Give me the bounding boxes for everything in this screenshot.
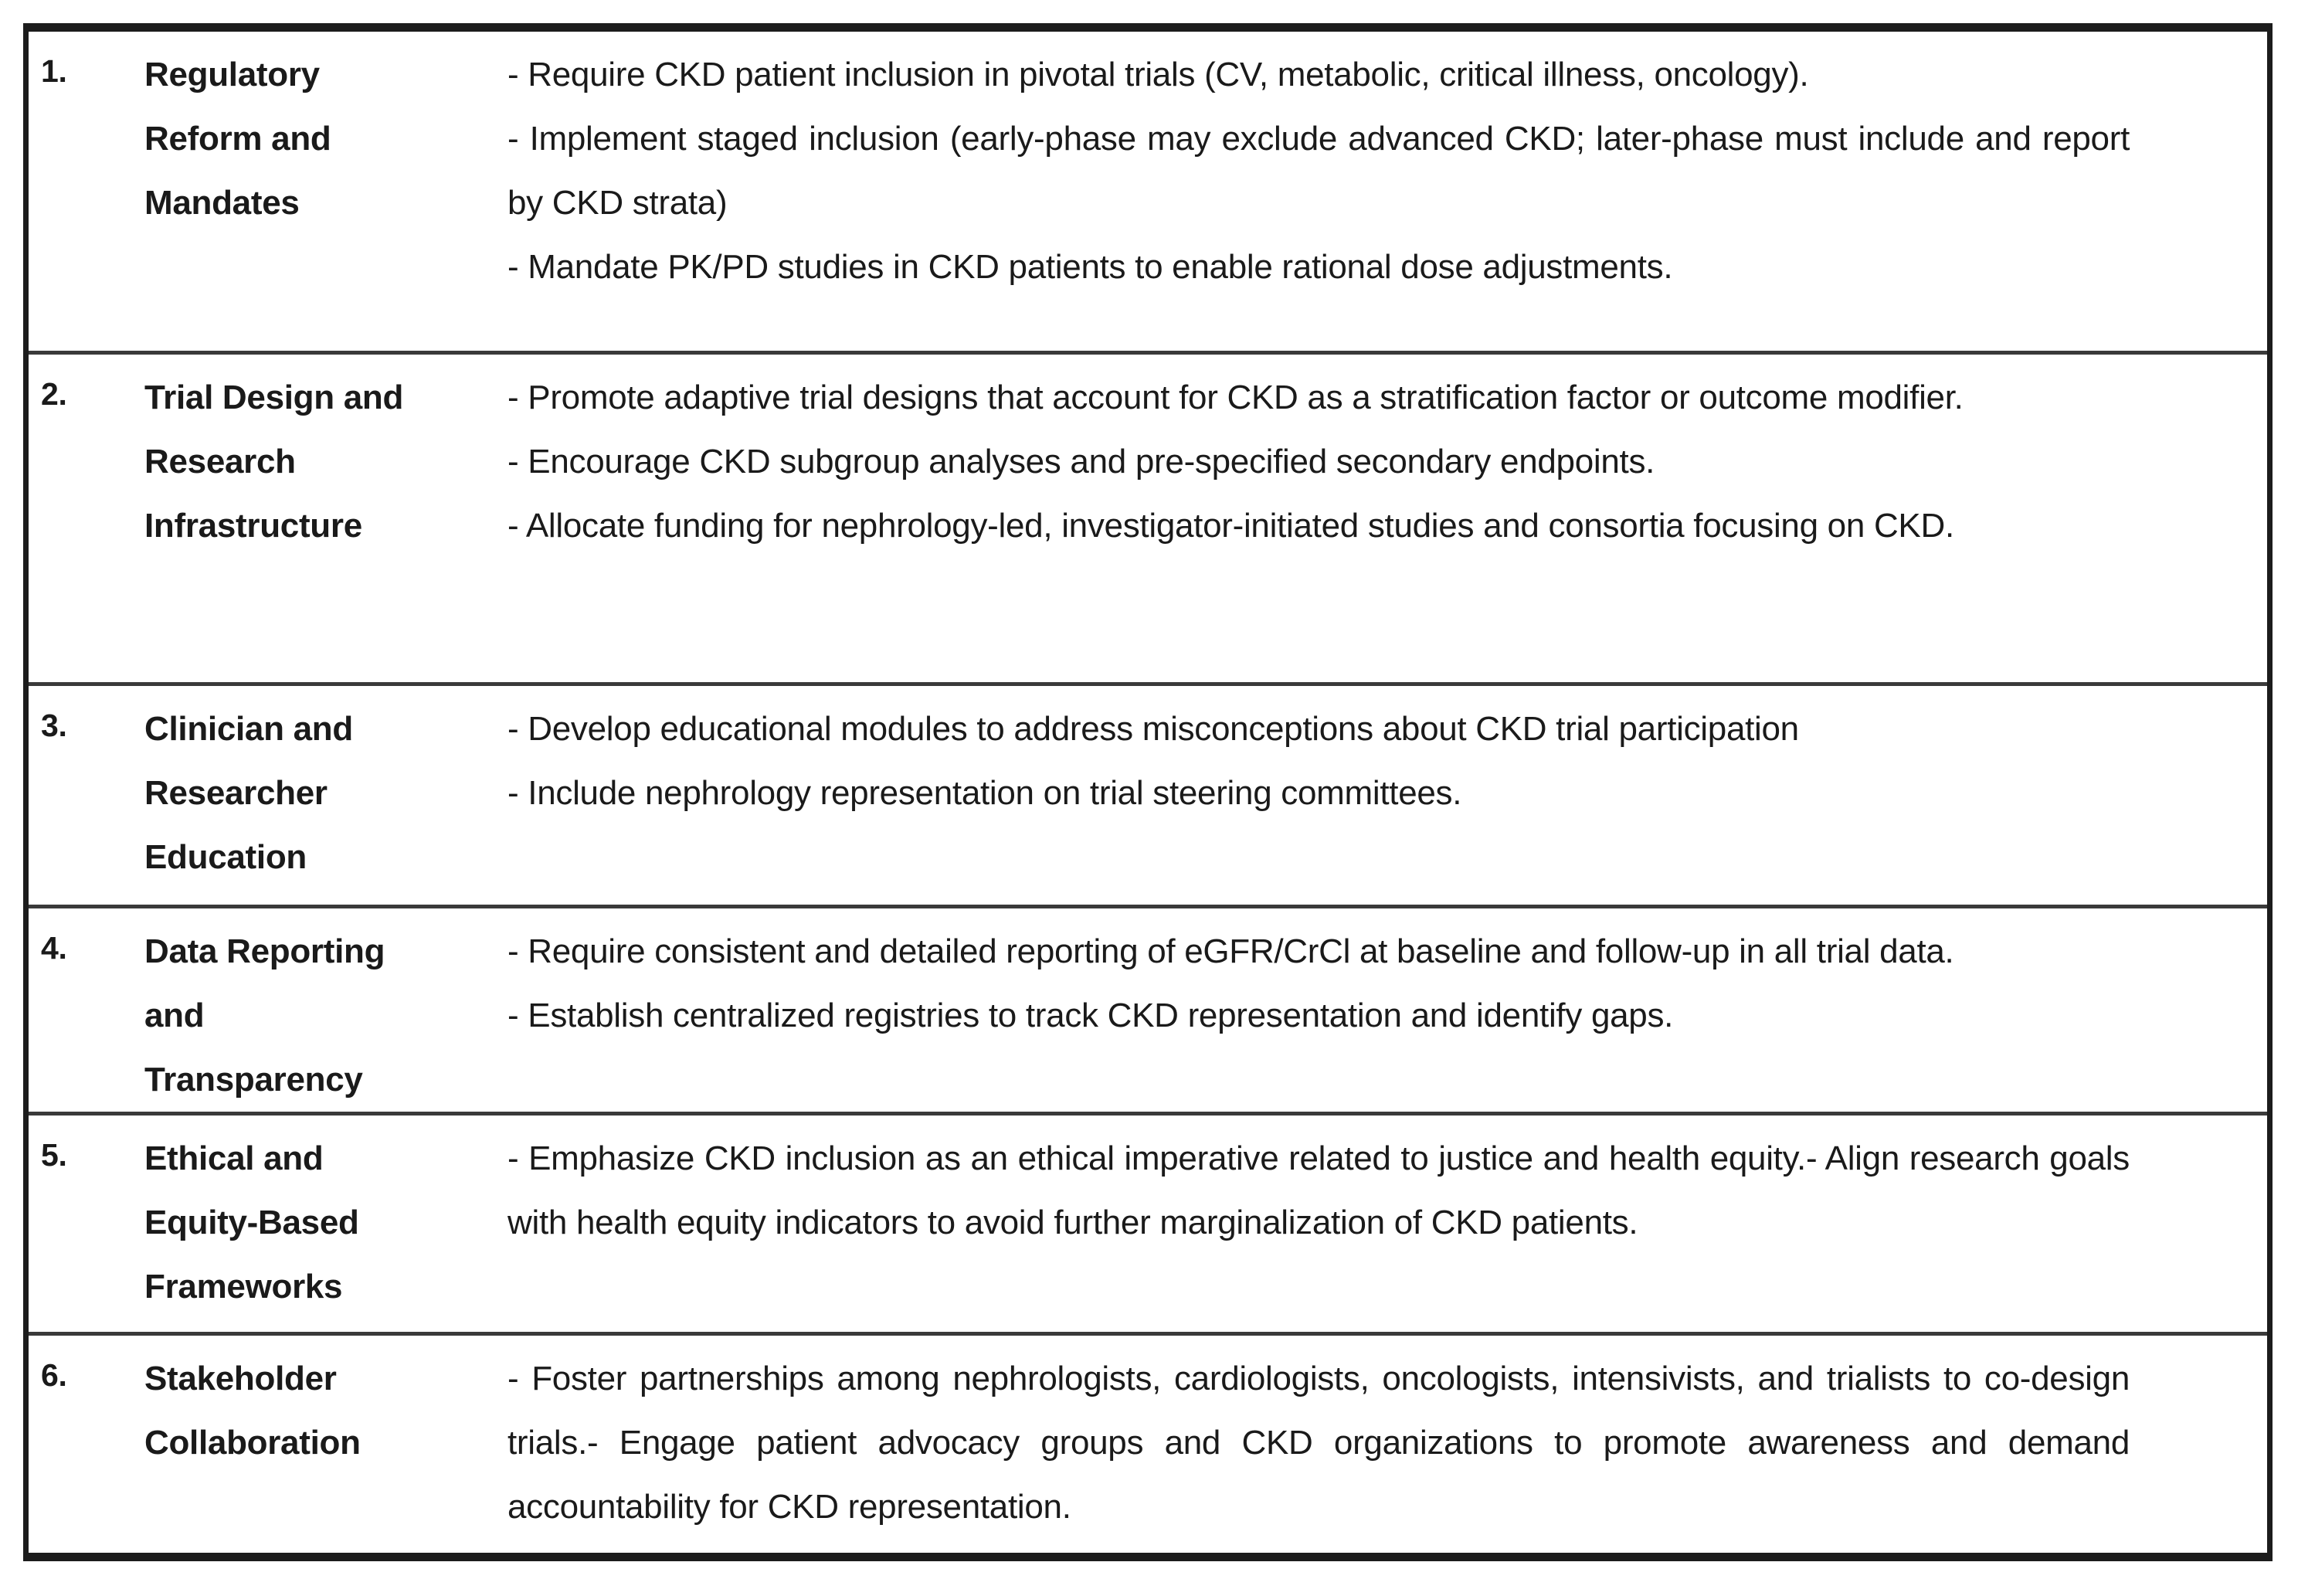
row-number: 2. (41, 376, 67, 412)
item-text: - Develop educational modules to address… (507, 710, 1799, 748)
item-text: - Encourage CKD subgroup analyses and pr… (507, 443, 1655, 480)
row-number: 3. (41, 708, 67, 743)
row-number: 1. (41, 53, 67, 89)
row-category: Data Reporting and Transparency (144, 932, 385, 1099)
item-text: - Promote adaptive trial designs that ac… (507, 379, 1964, 416)
table-row: 3. Clinician and Researcher Education - … (29, 682, 2267, 905)
recommendations-table: 1. Regulatory Reform and Mandates - Requ… (23, 23, 2273, 1561)
row-items: - Require CKD patient inclusion in pivot… (507, 32, 2267, 351)
item-text: - Foster partnerships among nephrologist… (507, 1360, 2130, 1526)
row-number: 6. (41, 1357, 67, 1393)
item-text: - Establish centralized registries to tr… (507, 997, 1674, 1034)
row-items: - Develop educational modules to address… (507, 686, 2267, 905)
row-items: - Promote adaptive trial designs that ac… (507, 355, 2267, 682)
table-row: 4. Data Reporting and Transparency - Req… (29, 905, 2267, 1112)
item-text: - Implement staged inclusion (early-phas… (507, 120, 2130, 222)
item-text: - Emphasize CKD inclusion as an ethical … (507, 1139, 2130, 1241)
table-row: 5. Ethical and Equity-Based Frameworks -… (29, 1112, 2267, 1332)
row-category: Clinician and Researcher Education (144, 710, 353, 876)
row-category: Ethical and Equity-Based Frameworks (144, 1139, 359, 1306)
row-category: Trial Design and Research Infrastructure (144, 379, 404, 545)
item-text: - Include nephrology representation on t… (507, 774, 1462, 812)
item-text: - Mandate PK/PD studies in CKD patients … (507, 248, 1673, 286)
row-number: 5. (41, 1137, 67, 1173)
item-text: - Allocate funding for nephrology-led, i… (507, 507, 1954, 545)
table-row: 2. Trial Design and Research Infrastruct… (29, 351, 2267, 682)
row-items: - Emphasize CKD inclusion as an ethical … (507, 1116, 2267, 1332)
table-row: 1. Regulatory Reform and Mandates - Requ… (29, 32, 2267, 351)
item-text: - Require CKD patient inclusion in pivot… (507, 56, 1809, 93)
row-category: Regulatory Reform and Mandates (144, 56, 331, 222)
row-number: 4. (41, 930, 67, 966)
row-category: Stakeholder Collaboration (144, 1360, 361, 1462)
table-row: 6. Stakeholder Collaboration - Foster pa… (29, 1332, 2267, 1553)
row-items: - Foster partnerships among nephrologist… (507, 1336, 2267, 1553)
row-items: - Require consistent and detailed report… (507, 908, 2267, 1112)
item-text: - Require consistent and detailed report… (507, 932, 1954, 970)
